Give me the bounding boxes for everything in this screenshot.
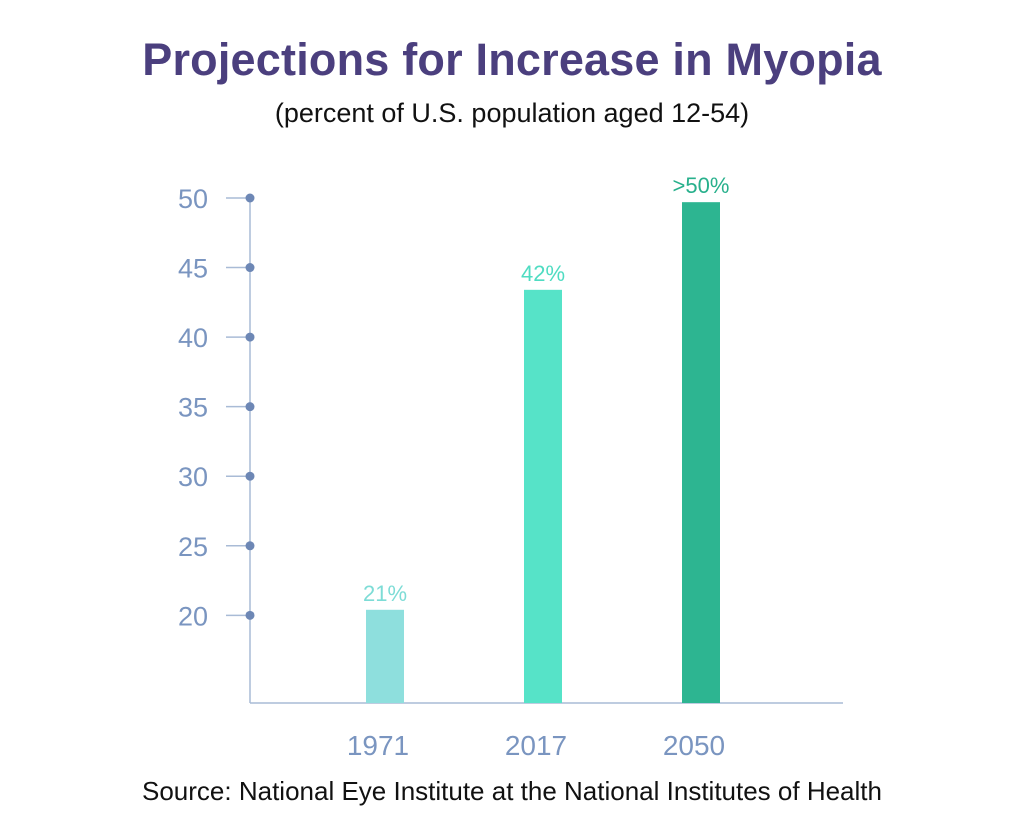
y-tick-label: 35 xyxy=(178,393,208,423)
bar-1971 xyxy=(366,609,404,703)
data-label-1971: 21% xyxy=(363,581,407,606)
y-tick-dot xyxy=(245,332,255,342)
chart-title: Projections for Increase in Myopia xyxy=(142,34,882,85)
y-tick-dot xyxy=(245,610,255,620)
bar-2017 xyxy=(524,289,562,703)
x-tick-label-2050: 2050 xyxy=(663,730,725,761)
y-tick-dot xyxy=(245,541,255,551)
x-tick-label-1971: 1971 xyxy=(347,730,409,761)
y-tick-label: 30 xyxy=(178,462,208,492)
source-note: Source: National Eye Institute at the Na… xyxy=(142,776,882,806)
data-label-2050: >50% xyxy=(673,173,730,198)
y-tick-dot xyxy=(245,402,255,412)
chart-subtitle: (percent of U.S. population aged 12-54) xyxy=(274,98,750,128)
bar-2050 xyxy=(682,202,720,703)
y-tick-label: 20 xyxy=(178,601,208,631)
y-tick-label: 25 xyxy=(178,532,208,562)
y-tick-dot xyxy=(245,263,255,273)
y-tick-label: 40 xyxy=(178,323,208,353)
x-tick-label-2017: 2017 xyxy=(505,730,567,761)
y-tick-label: 50 xyxy=(178,184,208,214)
y-tick-dot xyxy=(245,193,255,203)
y-tick-label: 45 xyxy=(178,254,208,284)
data-label-2017: 42% xyxy=(521,261,565,286)
y-tick-dot xyxy=(245,471,255,481)
